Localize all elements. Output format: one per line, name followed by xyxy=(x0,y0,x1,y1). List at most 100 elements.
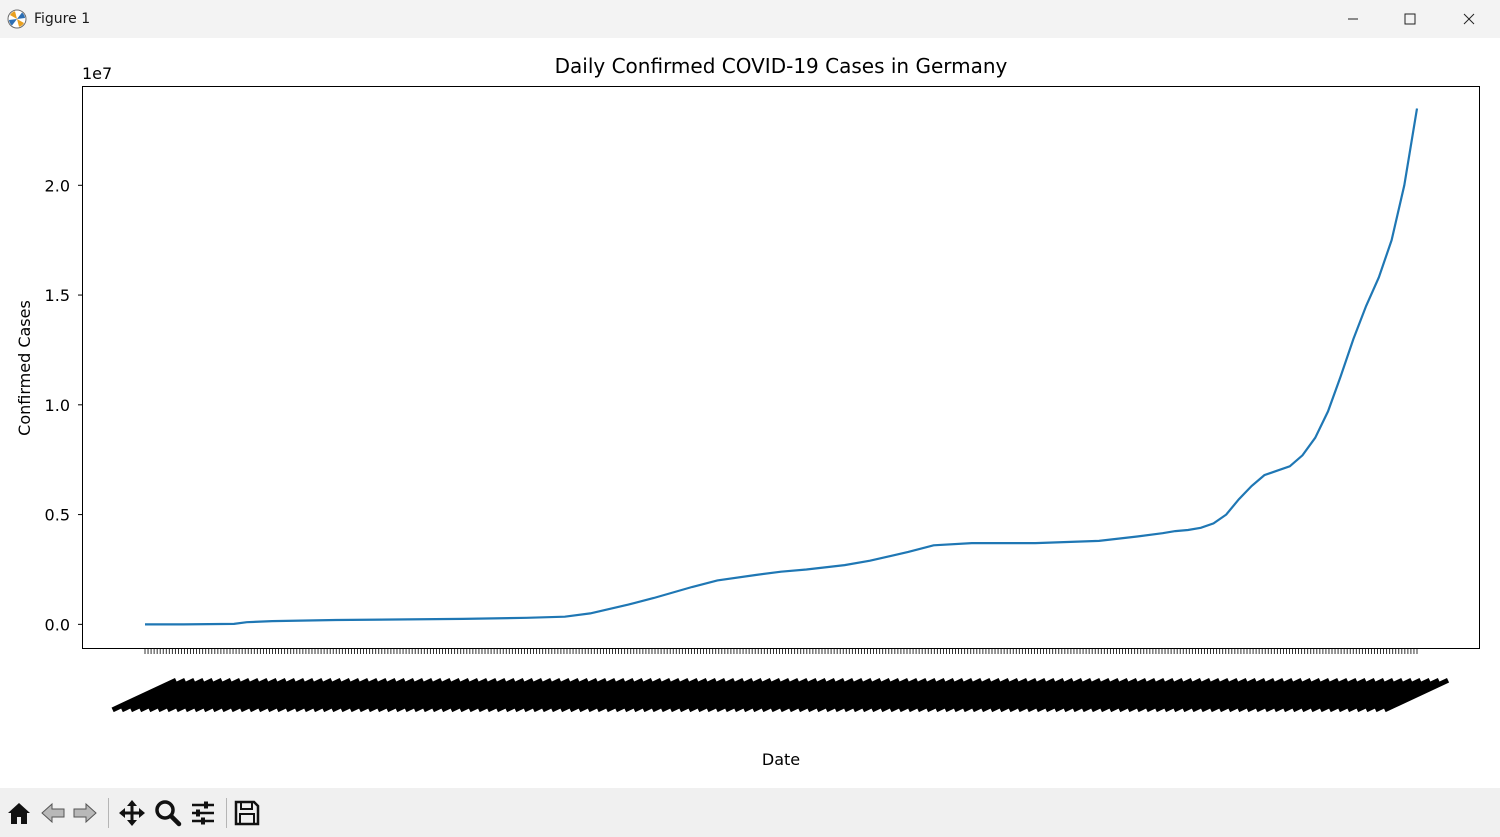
x-tick-label xyxy=(276,678,342,713)
x-tick-label xyxy=(559,678,626,713)
x-tick-label xyxy=(926,678,992,713)
x-tick-label xyxy=(477,678,544,713)
x-tick-label xyxy=(532,678,599,713)
x-tick-label xyxy=(1383,678,1450,713)
x-tick-label xyxy=(166,678,233,713)
navigation-toolbar xyxy=(0,788,1500,837)
x-tick-label xyxy=(239,678,306,713)
series-line xyxy=(145,108,1419,626)
x-tick-label xyxy=(184,678,251,713)
x-tick-label xyxy=(1365,678,1431,713)
close-button[interactable] xyxy=(1440,0,1498,38)
line-chart: Daily Confirmed COVID-19 Cases in German… xyxy=(15,54,1480,769)
configure-subplots-button[interactable] xyxy=(186,796,220,830)
x-tick-label xyxy=(944,678,1010,713)
zoom-button[interactable] xyxy=(151,796,185,830)
configure-subplots-icon xyxy=(192,801,214,825)
minimize-icon xyxy=(1348,18,1358,20)
x-tick-label xyxy=(843,678,910,713)
back-button[interactable] xyxy=(36,796,70,830)
x-tick-label xyxy=(248,677,315,713)
x-tick-label xyxy=(797,678,864,713)
save-button[interactable] xyxy=(230,796,264,830)
x-tick-label xyxy=(889,678,955,713)
x-tick-label xyxy=(230,677,297,713)
x-tick-label xyxy=(1127,678,1193,713)
y-tick-label: 2.0 xyxy=(45,176,70,195)
x-tick-label xyxy=(1035,678,1102,713)
x-tick-label xyxy=(807,678,873,713)
x-tick-label xyxy=(953,678,1020,713)
x-tick-label xyxy=(962,678,1029,713)
y-offset-label: 1e7 xyxy=(82,64,112,83)
x-tick-label xyxy=(816,678,882,713)
zoom-icon xyxy=(155,800,182,827)
x-tick-label xyxy=(331,678,397,713)
x-tick-label xyxy=(1191,678,1257,713)
x-tick-label xyxy=(907,678,974,713)
x-tick-label xyxy=(523,678,589,713)
x-tick-label xyxy=(1008,678,1074,713)
x-tick-label xyxy=(1026,678,1093,713)
x-tick-label xyxy=(1072,678,1138,713)
x-tick-label xyxy=(422,678,489,713)
matplotlib-logo-icon xyxy=(7,9,27,29)
x-tick-label xyxy=(221,678,287,713)
pan-button[interactable] xyxy=(115,796,149,830)
x-tick-label xyxy=(706,678,772,713)
x-tick-label xyxy=(742,678,809,713)
x-tick-label xyxy=(340,678,406,713)
x-tick-label xyxy=(999,677,1065,713)
x-tick-label xyxy=(1099,678,1166,713)
x-tick-label xyxy=(916,678,983,713)
x-tick-label xyxy=(990,677,1056,713)
x-tick-label xyxy=(376,678,443,713)
x-tick-label xyxy=(1182,678,1248,713)
x-tick-label xyxy=(1200,678,1267,713)
x-tick-label xyxy=(624,678,690,713)
x-tick-label xyxy=(1163,678,1230,713)
x-tick-label xyxy=(825,678,891,713)
x-tick-label xyxy=(1136,678,1203,713)
x-tick-label xyxy=(614,678,681,713)
x-tick-label xyxy=(861,678,928,713)
x-tick-label xyxy=(642,678,708,713)
maximize-button[interactable] xyxy=(1381,0,1439,38)
x-tick-label xyxy=(587,678,653,713)
y-tick-label: 1.5 xyxy=(45,286,70,305)
x-tick-label xyxy=(1237,678,1303,713)
x-tick-label xyxy=(980,678,1047,713)
x-tick-label xyxy=(541,678,608,713)
x-tick-label xyxy=(486,678,553,713)
chart-title: Daily Confirmed COVID-19 Cases in German… xyxy=(555,54,1008,78)
x-axis-label: Date xyxy=(762,750,800,769)
x-tick-label xyxy=(1054,678,1120,713)
x-tick-label xyxy=(1337,678,1404,713)
x-tick-label xyxy=(660,678,727,713)
x-tick-label xyxy=(431,678,498,713)
x-tick-label xyxy=(322,678,388,713)
x-tick-label xyxy=(779,678,846,713)
forward-button[interactable] xyxy=(68,796,102,830)
x-tick-label xyxy=(495,678,562,713)
x-tick-label xyxy=(1118,678,1184,713)
x-tick-label xyxy=(871,678,937,713)
home-button[interactable] xyxy=(2,796,36,830)
x-tick-label xyxy=(514,677,580,713)
x-tick-label xyxy=(733,678,800,713)
x-tick-label xyxy=(596,678,663,713)
x-tick-label xyxy=(1346,678,1413,713)
x-tick-label xyxy=(770,678,836,713)
forward-icon xyxy=(73,802,97,824)
x-tick-label xyxy=(1374,678,1440,713)
window-title: Figure 1 xyxy=(34,11,91,27)
x-tick-label xyxy=(1063,678,1129,713)
x-tick-label xyxy=(669,678,736,713)
x-tick-label xyxy=(349,678,416,713)
x-tick-label xyxy=(129,678,196,713)
x-tick-label xyxy=(459,678,525,713)
x-tick-label xyxy=(312,678,379,713)
toolbar-separator xyxy=(108,798,109,828)
minimize-button[interactable] xyxy=(1324,0,1382,38)
x-tick-label xyxy=(1044,678,1111,713)
